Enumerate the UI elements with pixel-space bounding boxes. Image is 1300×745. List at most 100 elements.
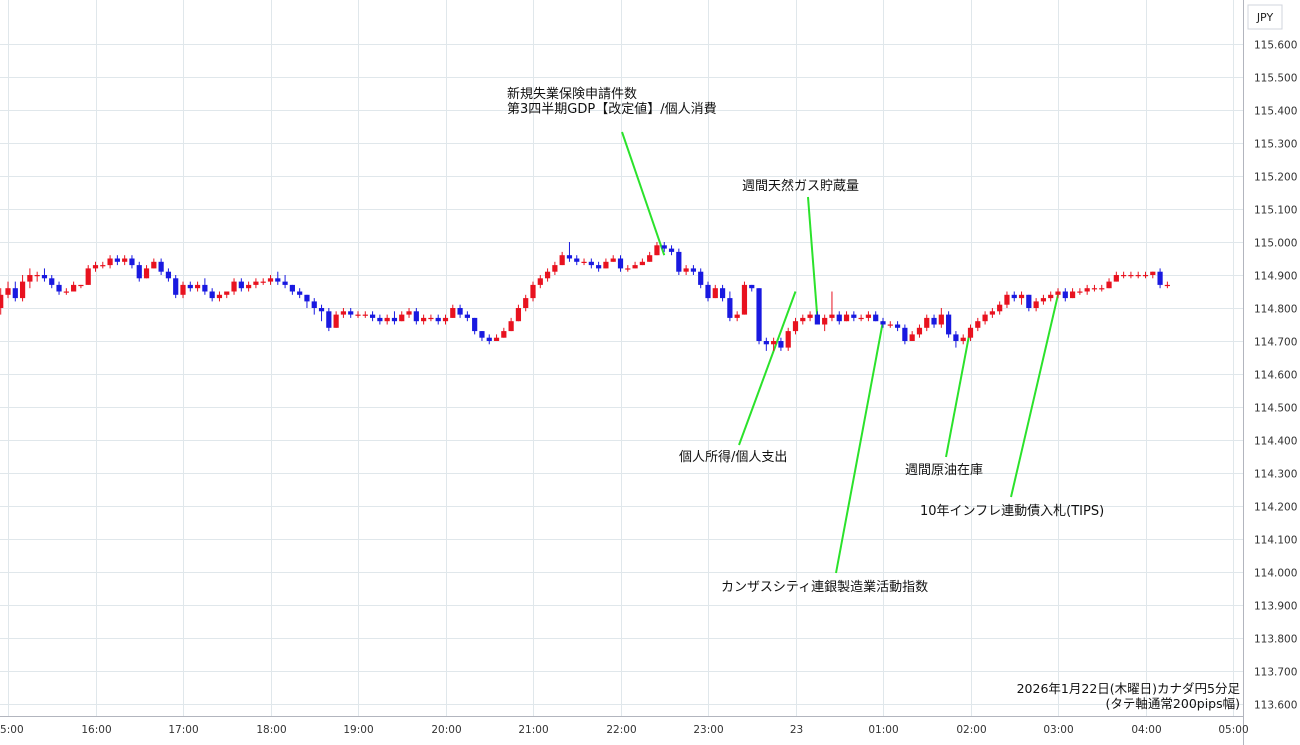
annotation-lines <box>621 131 1059 574</box>
candle-body <box>63 291 69 293</box>
candle <box>464 311 470 322</box>
candle <box>41 268 48 282</box>
candle-body <box>333 314 339 328</box>
candle <box>552 261 558 275</box>
candle-body <box>472 317 478 332</box>
candle-body <box>231 281 237 292</box>
candle-body <box>209 291 215 299</box>
candle-body <box>92 265 99 269</box>
candle-body <box>873 314 879 322</box>
candle <box>1011 291 1017 302</box>
candle <box>676 248 682 275</box>
candle-body <box>1157 271 1163 285</box>
candle <box>1033 298 1039 312</box>
candle-body <box>1062 291 1068 299</box>
candle-body <box>865 314 872 318</box>
candle-body <box>362 314 368 316</box>
price-tick-label: 113.900 <box>1254 601 1297 613</box>
candle <box>792 317 799 335</box>
candle-body <box>771 341 777 345</box>
annotation-label: 新規失業保険申請件数 <box>507 86 637 102</box>
candle <box>559 251 565 266</box>
candle-body <box>216 294 223 299</box>
candle <box>1121 271 1127 279</box>
candle-body <box>304 294 310 302</box>
candle <box>1142 271 1149 279</box>
candle <box>843 311 850 322</box>
candle <box>523 294 529 312</box>
candle <box>822 314 828 332</box>
candle <box>931 314 937 328</box>
price-tick-label: 115.600 <box>1254 40 1297 52</box>
candle-body <box>508 321 514 332</box>
candle-body <box>340 311 347 315</box>
candle-body <box>107 258 113 266</box>
candle-body <box>909 334 915 341</box>
candle-body <box>56 284 62 292</box>
candle <box>603 258 609 269</box>
candle <box>1164 281 1170 289</box>
candle <box>668 245 675 256</box>
candle <box>1128 271 1134 279</box>
candle-body <box>180 284 186 295</box>
candle <box>231 278 237 295</box>
candle <box>581 258 587 266</box>
candle <box>384 314 390 325</box>
candle <box>639 258 645 266</box>
price-tick-label: 114.100 <box>1254 535 1297 547</box>
candle <box>617 255 624 272</box>
candle <box>85 265 91 285</box>
candle-body <box>165 271 172 279</box>
candle <box>909 331 915 341</box>
candle-body <box>12 288 18 299</box>
time-tick-label: 02:00 <box>956 724 986 736</box>
candle-body <box>224 291 230 295</box>
candle <box>428 314 434 322</box>
candle-body <box>931 317 937 325</box>
candle-body <box>129 258 135 266</box>
candle-body <box>143 268 150 279</box>
candle <box>887 321 893 328</box>
candle <box>92 261 99 272</box>
candle <box>916 324 923 338</box>
candle <box>858 314 864 322</box>
candle-body <box>479 331 485 338</box>
candle <box>457 304 463 318</box>
candle <box>924 314 930 332</box>
candle-body <box>924 317 930 328</box>
candle-body <box>953 334 959 341</box>
candle-body <box>778 341 784 348</box>
candle <box>596 261 602 272</box>
time-axis-ticks: 15:00 16:00 17:00 18:00 19:00 20:00 21:00 22:00… <box>0 724 1249 736</box>
candle-body <box>960 337 966 341</box>
candle-body <box>727 298 733 318</box>
candle <box>493 334 500 341</box>
candle <box>369 311 376 322</box>
candle-body <box>136 265 142 279</box>
candle-body <box>836 314 842 322</box>
candle-body <box>355 314 361 316</box>
candle <box>173 275 179 299</box>
candle <box>413 308 419 325</box>
candle-body <box>493 337 500 341</box>
candle-body <box>435 317 441 322</box>
candle <box>326 308 332 332</box>
candle <box>1062 288 1068 302</box>
candle-body <box>632 265 638 269</box>
candle-body <box>792 321 799 332</box>
candle <box>1091 284 1098 292</box>
price-tick-label: 114.500 <box>1254 403 1297 415</box>
candle <box>253 278 259 289</box>
candle <box>260 278 266 285</box>
candle-body <box>1164 284 1170 287</box>
candle <box>661 242 667 252</box>
time-tick-label: 16:00 <box>81 724 111 736</box>
candle-body <box>464 314 470 318</box>
candle-body <box>668 248 675 252</box>
candle <box>224 291 230 299</box>
candle <box>0 288 4 315</box>
annotation-label: 週間天然ガス貯蔵量 <box>742 178 859 194</box>
candle-body <box>369 314 376 318</box>
candle <box>348 308 354 318</box>
candle-body <box>537 278 543 285</box>
